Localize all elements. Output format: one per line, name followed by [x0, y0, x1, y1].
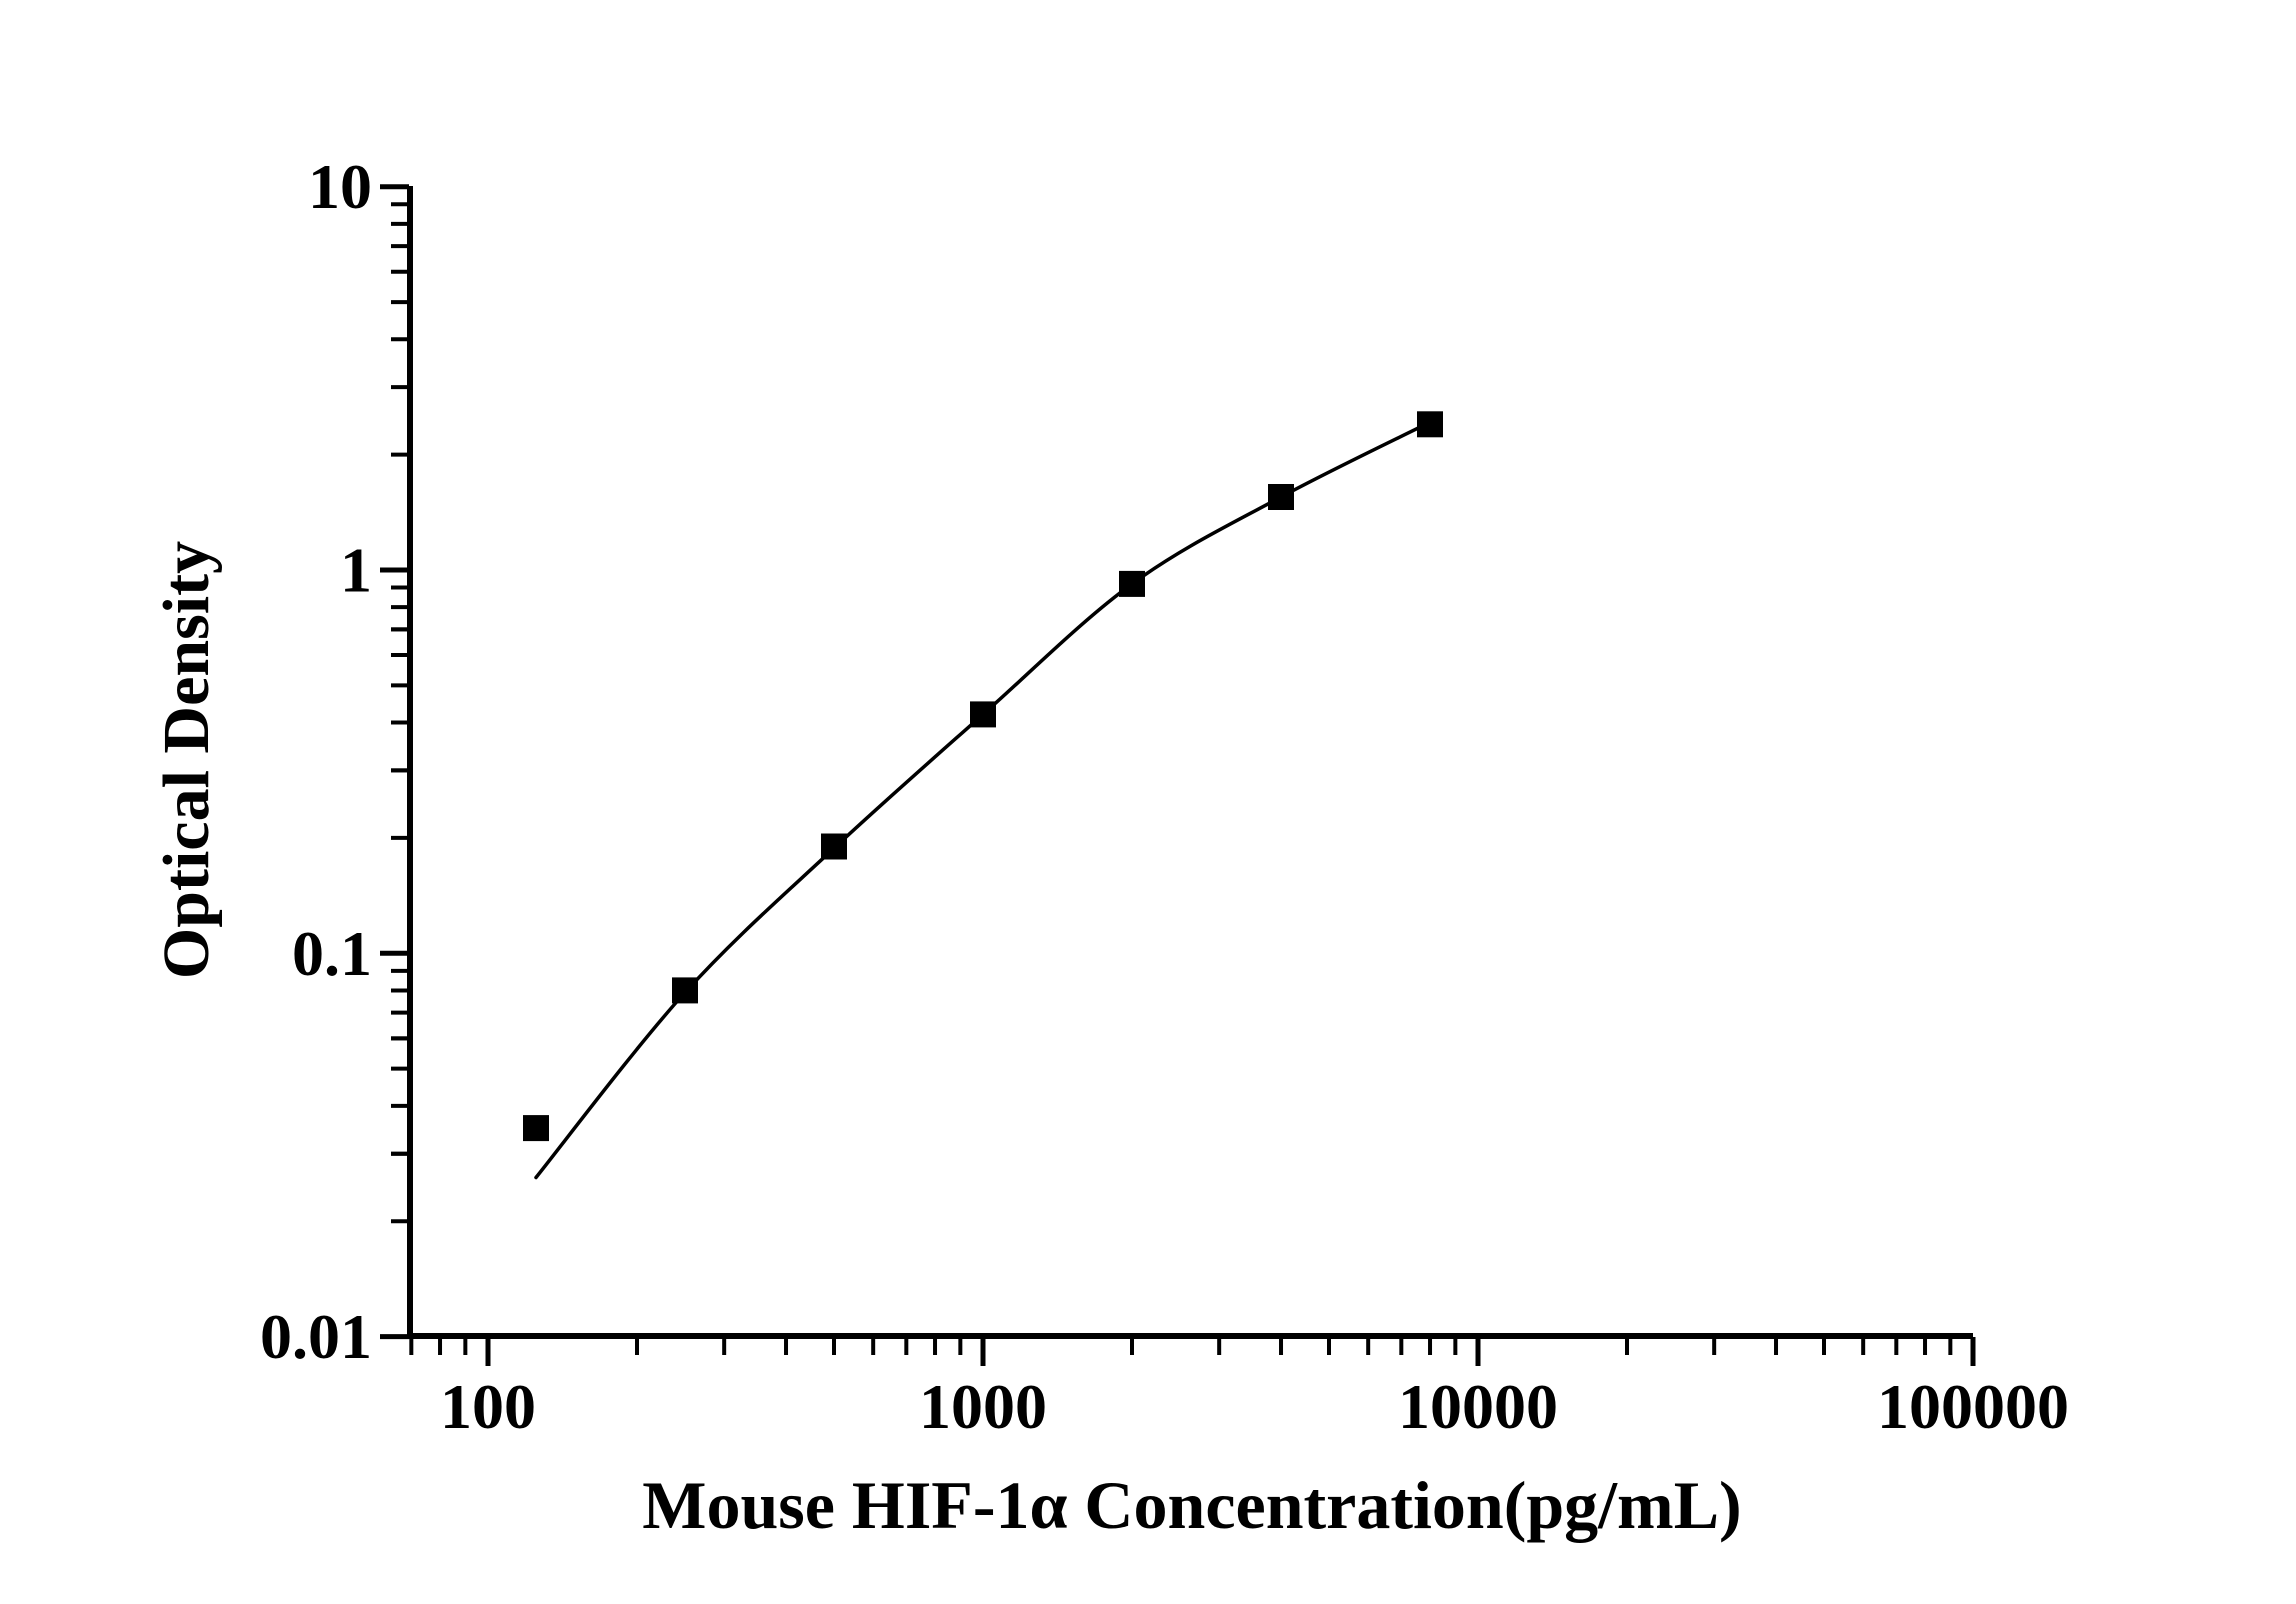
- x-tick-label: 10000: [1398, 1371, 1558, 1442]
- tick-labels-layer: 0.01 0.1 1 10 100 1000 10000 100000: [260, 151, 2069, 1442]
- x-axis-title: Mouse HIF-1α Concentration(pg/mL): [642, 1467, 1741, 1543]
- y-tick-label: 10: [308, 151, 372, 222]
- x-tick-label: 100: [440, 1371, 536, 1442]
- data-point-marker: [523, 1115, 549, 1142]
- data-series-layer: [523, 411, 1443, 1180]
- y-axis-title: Optical Density: [150, 541, 223, 979]
- data-point-marker: [970, 701, 996, 728]
- y-tick-label: 1: [340, 535, 372, 606]
- data-point-marker: [1119, 570, 1145, 597]
- data-point-marker: [672, 977, 698, 1004]
- data-point-marker: [1417, 411, 1443, 438]
- y-tick-label: 0.01: [260, 1301, 372, 1372]
- x-tick-label: 1000: [919, 1371, 1047, 1442]
- y-tick-label: 0.1: [292, 918, 372, 989]
- fit-curve-line: [534, 420, 1432, 1180]
- x-tick-label: 100000: [1877, 1371, 2069, 1442]
- data-point-marker: [821, 833, 847, 860]
- ticks-layer: [380, 184, 1976, 1366]
- axes-layer: [407, 186, 1973, 1339]
- data-point-marker: [1268, 484, 1294, 510]
- axis-spines: [407, 186, 1973, 1339]
